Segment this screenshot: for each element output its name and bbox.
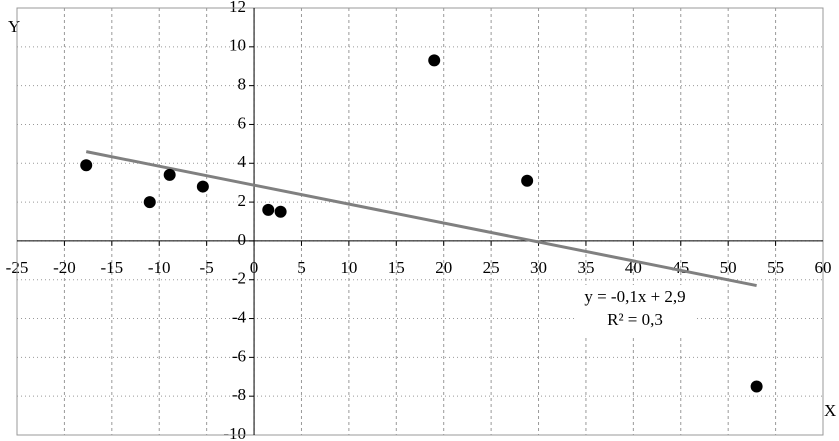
x-tick-label: 45	[672, 258, 689, 277]
y-tick-label: 8	[238, 75, 247, 94]
y-tick-label: -10	[223, 424, 246, 441]
x-tick-label: -5	[200, 258, 214, 277]
point	[521, 174, 534, 187]
x-tick-label: -10	[148, 258, 171, 277]
point	[143, 196, 156, 209]
point	[80, 159, 93, 172]
point	[428, 54, 441, 67]
y-tick-label: -8	[232, 385, 246, 404]
equation-box	[575, 285, 695, 335]
trendline-r2: R² = 0,3	[607, 310, 663, 329]
trendline	[85, 150, 757, 288]
y-tick-label: -4	[232, 307, 247, 326]
y-tick-label: -6	[232, 346, 246, 365]
point	[163, 168, 176, 181]
x-tick-label: 5	[297, 258, 306, 277]
point	[750, 380, 763, 393]
y-axis-label: Y	[8, 17, 20, 36]
x-tick-label: -15	[100, 258, 123, 277]
point	[274, 205, 287, 218]
x-tick-label: 35	[577, 258, 594, 277]
y-tick-label: 10	[229, 36, 246, 55]
x-axis-label: X	[824, 401, 836, 420]
x-tick-label: 55	[767, 258, 784, 277]
y-tick-label: 0	[238, 230, 247, 249]
x-tick-label: 25	[483, 258, 500, 277]
x-tick-label: 20	[435, 258, 452, 277]
y-tick-label: 4	[238, 152, 247, 171]
x-tick-label: 15	[388, 258, 405, 277]
point	[262, 203, 275, 216]
trendline-equation: y = -0,1x + 2,9	[584, 287, 685, 306]
x-tick-label: 30	[530, 258, 547, 277]
y-tick-label: 6	[238, 113, 247, 132]
y-tick-label: 2	[238, 191, 247, 210]
x-tick-label: 10	[340, 258, 357, 277]
plot-border	[16, 7, 824, 436]
point	[196, 180, 209, 193]
x-tick-label: 50	[720, 258, 737, 277]
x-tick-label: -20	[53, 258, 76, 277]
y-tick-label: -2	[232, 269, 246, 288]
